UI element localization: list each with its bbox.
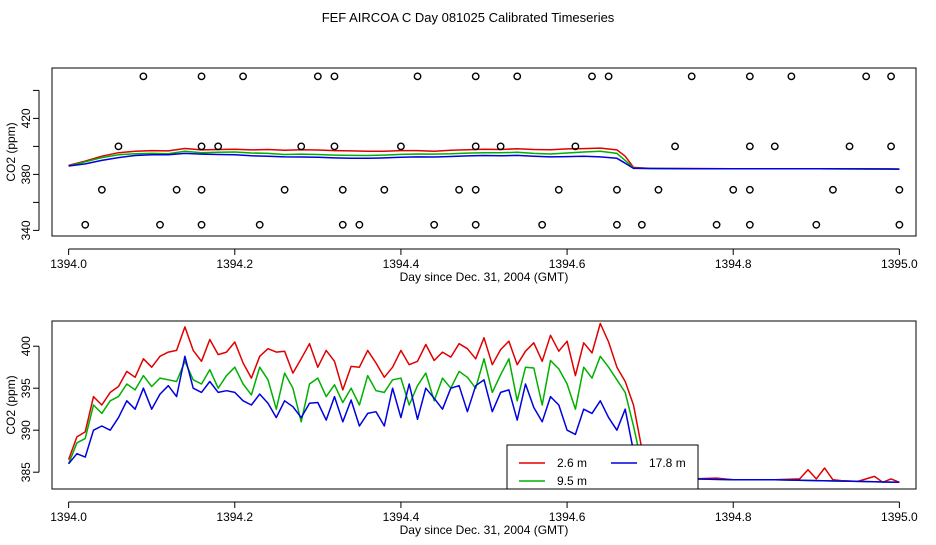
y-tick-label: 380: [19, 164, 33, 184]
calibration-point: [538, 220, 547, 229]
y-tick-label: 400: [19, 336, 33, 356]
y-tick-label: 340: [19, 220, 33, 240]
y-tick-label: 390: [19, 420, 33, 440]
calibration-point: [197, 185, 206, 194]
calibration-point: [239, 72, 247, 81]
calibration-point: [770, 142, 779, 151]
calibration-point: [380, 185, 389, 194]
calibration-point: [197, 220, 206, 229]
calibration-point: [338, 185, 347, 194]
calibration-point: [787, 72, 796, 81]
calibration-point: [430, 220, 439, 229]
calibration-point: [571, 142, 580, 151]
calibration-point: [280, 185, 289, 194]
calibration-point: [297, 142, 306, 151]
calibration-point: [812, 220, 821, 229]
series-line-9-5-m: [67, 355, 900, 484]
y-tick-label: 420: [19, 108, 33, 128]
calibration-point: [895, 220, 904, 229]
calibration-point: [895, 185, 904, 194]
calibration-point: [455, 185, 463, 194]
x-tick-label: 1395.0: [881, 510, 918, 524]
calibration-point: [471, 220, 480, 229]
calibration-point: [330, 142, 339, 151]
calibration-point: [255, 220, 264, 229]
legend-label: 9.5 m: [557, 474, 587, 488]
x-tick-label: 1394.6: [549, 257, 586, 271]
calibration-point: [471, 72, 480, 81]
legend-label: 2.6 m: [557, 456, 587, 470]
calibration-point: [604, 72, 613, 81]
calibration-point: [613, 220, 621, 229]
calibration-point: [745, 220, 754, 229]
calibration-point: [729, 185, 738, 194]
calibration-point: [845, 142, 854, 151]
calibration-point: [687, 72, 696, 81]
x-tick-label: 1394.2: [216, 510, 253, 524]
x-tick-label: 1394.6: [549, 510, 586, 524]
x-tick-label: 1394.4: [383, 510, 420, 524]
calibration-point: [114, 142, 123, 151]
calibration-point: [496, 142, 505, 151]
calibration-point: [214, 142, 223, 151]
x-tick-label: 1394.8: [715, 510, 752, 524]
calibration-point: [338, 220, 347, 229]
calibration-point: [156, 220, 164, 229]
y-axis-label: CO2 (ppm): [4, 122, 18, 181]
calibration-point: [745, 142, 754, 151]
y-tick-label: 385: [19, 462, 33, 482]
calibration-point: [313, 72, 322, 81]
calibration-point: [330, 72, 339, 81]
calibration-point: [829, 185, 837, 194]
calibration-point: [745, 72, 754, 81]
legend: 2.6 m 9.5 m 17.8 m: [506, 444, 699, 490]
calibration-point: [613, 185, 621, 194]
calibration-point: [355, 220, 364, 229]
x-tick-label: 1395.0: [881, 257, 918, 271]
calibration-point: [471, 142, 480, 151]
x-axis-label: Day since Dec. 31, 2004 (GMT): [400, 523, 569, 537]
calibration-point: [712, 220, 721, 229]
calibration-point: [97, 185, 106, 194]
chart-title: FEF AIRCOA C Day 081025 Calibrated Times…: [322, 10, 615, 25]
top-calibrated-timeseries-panel: 1394.0 1394.2 1394.4 1394.6 1394.8 1395.0 Day …: [4, 67, 918, 284]
legend-label: 17.8 m: [649, 456, 686, 470]
calibration-point: [413, 72, 422, 81]
x-tick-label: 1394.8: [715, 257, 752, 271]
x-tick-label: 1394.4: [383, 257, 420, 271]
plot-frame: [51, 320, 917, 490]
y-axis-label: CO2 (ppm): [4, 375, 18, 434]
calibration-point: [654, 185, 663, 194]
calibration-point: [862, 72, 871, 81]
calibration-point: [588, 72, 596, 81]
calibration-point: [887, 142, 895, 151]
calibration-point: [671, 142, 679, 151]
x-tick-label: 1394.0: [50, 510, 87, 524]
series-line-17-8-m: [68, 355, 900, 484]
calibration-point: [197, 142, 206, 151]
calibration-point: [637, 220, 646, 229]
calibration-point: [197, 72, 206, 81]
calibration-point: [139, 72, 148, 81]
x-tick-label: 1394.0: [50, 257, 87, 271]
calibration-point: [745, 185, 754, 194]
bottom-co2-lines-panel: 1394.0 1394.2 1394.4 1394.6 1394.8 1395.0 Day …: [4, 320, 918, 537]
calibration-point: [172, 185, 181, 194]
series-line-2-6-m: [67, 322, 900, 484]
plot-frame: [51, 67, 917, 237]
calibration-point: [554, 185, 563, 194]
x-tick-label: 1394.2: [216, 257, 253, 271]
calibration-point: [471, 185, 480, 194]
plot-area: [67, 322, 900, 484]
plot-area: [68, 72, 904, 229]
series-line-17-8-m: [68, 152, 900, 170]
calibration-point: [887, 72, 895, 81]
x-axis-label: Day since Dec. 31, 2004 (GMT): [400, 270, 569, 284]
calibration-point: [81, 220, 90, 229]
calibration-point: [513, 72, 522, 81]
y-tick-label: 395: [19, 378, 33, 398]
calibration-point: [397, 142, 405, 151]
